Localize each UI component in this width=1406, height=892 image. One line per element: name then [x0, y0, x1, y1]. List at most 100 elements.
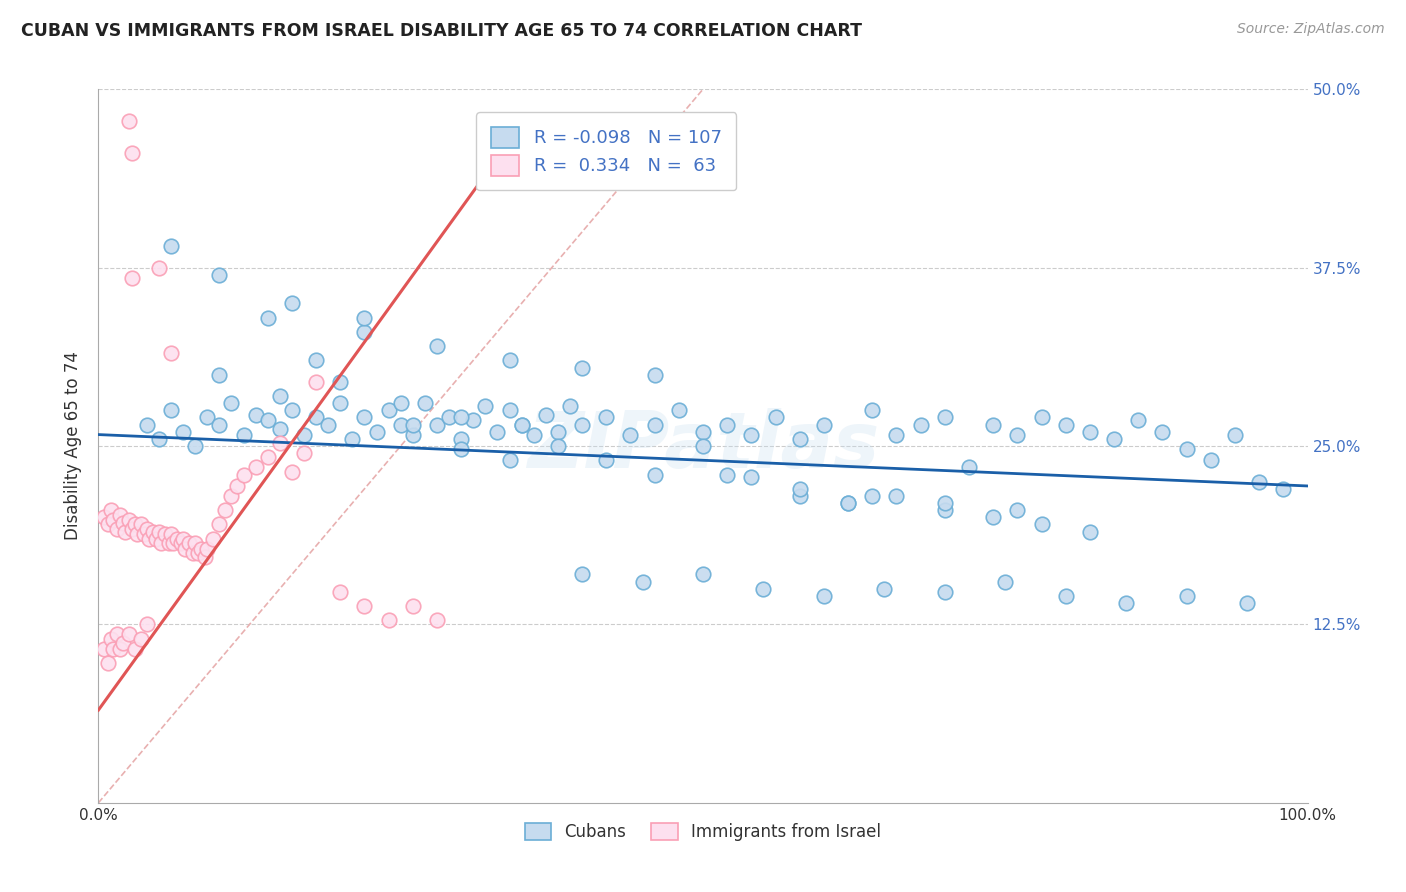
- Point: [619, 427, 641, 442]
- Point: [789, 489, 811, 503]
- Point: [160, 527, 183, 541]
- Point: [740, 470, 762, 484]
- Point: [194, 550, 217, 565]
- Point: [245, 460, 267, 475]
- Point: [100, 632, 122, 646]
- Point: [450, 410, 472, 425]
- Point: [256, 310, 278, 325]
- Point: [111, 516, 134, 530]
- Point: [305, 375, 328, 389]
- Y-axis label: Disability Age 65 to 74: Disability Age 65 to 74: [65, 351, 83, 541]
- Point: [1031, 410, 1053, 425]
- Point: [498, 353, 520, 368]
- Point: [208, 517, 231, 532]
- Point: [232, 427, 254, 442]
- Point: [716, 467, 738, 482]
- Text: CUBAN VS IMMIGRANTS FROM ISRAEL DISABILITY AGE 65 TO 74 CORRELATION CHART: CUBAN VS IMMIGRANTS FROM ISRAEL DISABILI…: [21, 22, 862, 40]
- Point: [127, 527, 149, 541]
- Point: [114, 524, 136, 539]
- Point: [595, 410, 617, 425]
- Point: [135, 617, 157, 632]
- Point: [118, 113, 141, 128]
- Point: [886, 427, 908, 442]
- Point: [547, 439, 569, 453]
- Point: [124, 641, 146, 656]
- Point: [1007, 503, 1029, 517]
- Point: [145, 532, 167, 546]
- Point: [93, 510, 115, 524]
- Point: [426, 339, 449, 353]
- Point: [148, 260, 170, 275]
- Point: [389, 417, 412, 432]
- Point: [245, 408, 267, 422]
- Point: [329, 375, 352, 389]
- Point: [716, 417, 738, 432]
- Point: [202, 532, 225, 546]
- Point: [463, 413, 485, 427]
- Point: [994, 574, 1017, 589]
- Point: [789, 432, 811, 446]
- Point: [214, 503, 236, 517]
- Point: [534, 408, 557, 422]
- Point: [644, 467, 666, 482]
- Point: [256, 450, 278, 465]
- Point: [305, 353, 328, 368]
- Point: [329, 396, 352, 410]
- Point: [221, 396, 243, 410]
- Point: [571, 567, 593, 582]
- Point: [1175, 442, 1198, 456]
- Point: [353, 599, 375, 613]
- Point: [1249, 475, 1271, 489]
- Point: [813, 417, 835, 432]
- Point: [111, 636, 134, 650]
- Point: [1102, 432, 1125, 446]
- Point: [142, 524, 165, 539]
- Point: [208, 268, 231, 282]
- Point: [157, 536, 180, 550]
- Point: [934, 584, 956, 599]
- Point: [402, 417, 425, 432]
- Point: [389, 396, 412, 410]
- Point: [181, 546, 204, 560]
- Point: [1152, 425, 1174, 439]
- Point: [179, 536, 201, 550]
- Point: [752, 582, 775, 596]
- Point: [169, 536, 191, 550]
- Point: [789, 482, 811, 496]
- Point: [498, 403, 520, 417]
- Point: [934, 410, 956, 425]
- Point: [1199, 453, 1222, 467]
- Point: [510, 417, 533, 432]
- Point: [571, 360, 593, 375]
- Point: [1223, 427, 1246, 442]
- Point: [523, 427, 546, 442]
- Point: [837, 496, 859, 510]
- Point: [148, 524, 170, 539]
- Point: [93, 641, 115, 656]
- Point: [329, 584, 352, 599]
- Point: [118, 627, 141, 641]
- Point: [101, 641, 124, 656]
- Point: [426, 613, 449, 627]
- Point: [208, 417, 231, 432]
- Point: [160, 346, 183, 360]
- Point: [934, 496, 956, 510]
- Point: [187, 546, 209, 560]
- Point: [426, 417, 449, 432]
- Point: [910, 417, 932, 432]
- Point: [886, 489, 908, 503]
- Point: [160, 239, 183, 253]
- Point: [644, 417, 666, 432]
- Point: [138, 532, 160, 546]
- Point: [1007, 427, 1029, 442]
- Point: [873, 582, 896, 596]
- Point: [765, 410, 787, 425]
- Point: [172, 532, 194, 546]
- Point: [474, 399, 496, 413]
- Point: [195, 410, 218, 425]
- Point: [353, 325, 375, 339]
- Point: [377, 613, 399, 627]
- Point: [101, 513, 124, 527]
- Point: [402, 599, 425, 613]
- Point: [1078, 524, 1101, 539]
